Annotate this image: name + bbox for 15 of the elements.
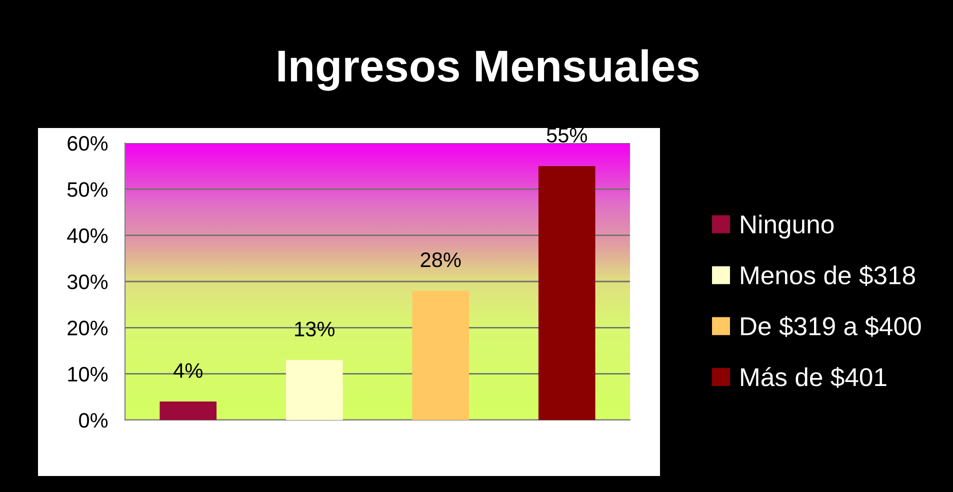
data-label: 13%	[295, 322, 334, 336]
y-tick-label: 40%	[67, 228, 108, 244]
y-tick-label: 10%	[68, 366, 108, 382]
legend-label: Más de $401	[741, 367, 886, 388]
y-tick-label: 60%	[68, 136, 108, 151]
y-tick-label: 50%	[67, 182, 108, 197]
legend-label: Ninguno	[741, 214, 834, 239]
data-label: 55%	[546, 128, 587, 143]
y-tick-label: 0%	[79, 413, 108, 428]
data-label: 28%	[420, 252, 461, 268]
y-tick-label: 30%	[67, 274, 108, 290]
chart-title: Ingresos Mensuales	[278, 49, 699, 91]
legend-label: Menos de $318	[741, 265, 915, 286]
legend-label: De $319 a $400	[741, 316, 921, 337]
y-tick-label: 20%	[68, 320, 108, 336]
